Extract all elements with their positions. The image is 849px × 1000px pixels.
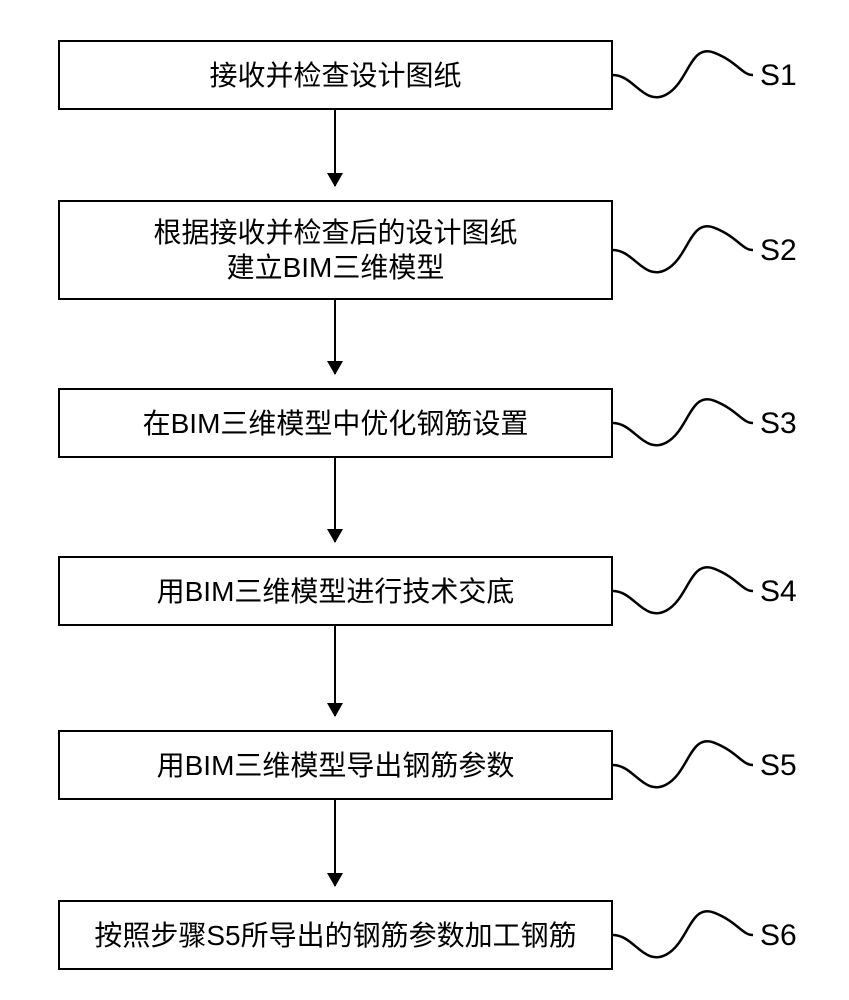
step-label-s2: S2 xyxy=(760,234,797,268)
step-text-s1: 接收并检查设计图纸 xyxy=(209,58,461,93)
flowchart-canvas: 接收并检查设计图纸 S1 根据接收并检查后的设计图纸 建立BIM三维模型 S2 在BIM… xyxy=(0,0,849,1000)
squiggle-s3 xyxy=(613,388,753,458)
step-box-s4: 用BIM三维模型进行技术交底 xyxy=(58,556,613,626)
step-box-s2: 根据接收并检查后的设计图纸 建立BIM三维模型 xyxy=(58,200,613,300)
step-label-s5: S5 xyxy=(760,749,797,783)
step-text-s2: 根据接收并检查后的设计图纸 建立BIM三维模型 xyxy=(153,215,517,285)
step-text-s5: 用BIM三维模型导出钢筋参数 xyxy=(157,748,515,783)
squiggle-s4 xyxy=(613,556,753,626)
step-text-s6: 按照步骤S5所导出的钢筋参数加工钢筋 xyxy=(94,918,576,953)
arrow-s4-s5 xyxy=(334,626,336,716)
step-label-s1: S1 xyxy=(760,59,797,93)
squiggle-s6 xyxy=(613,900,753,970)
step-box-s5: 用BIM三维模型导出钢筋参数 xyxy=(58,730,613,800)
step-label-s6: S6 xyxy=(760,919,797,953)
step-box-s6: 按照步骤S5所导出的钢筋参数加工钢筋 xyxy=(58,900,613,970)
squiggle-s1 xyxy=(613,40,753,110)
arrow-s2-s3 xyxy=(334,300,336,374)
step-label-s3: S3 xyxy=(760,407,797,441)
arrow-s3-s4 xyxy=(334,458,336,542)
squiggle-s2 xyxy=(613,215,753,285)
arrow-s1-s2 xyxy=(334,110,336,186)
arrow-s5-s6 xyxy=(334,800,336,886)
step-label-s4: S4 xyxy=(760,575,797,609)
step-box-s3: 在BIM三维模型中优化钢筋设置 xyxy=(58,388,613,458)
step-text-s4: 用BIM三维模型进行技术交底 xyxy=(157,574,515,609)
step-text-s3: 在BIM三维模型中优化钢筋设置 xyxy=(143,406,529,441)
squiggle-s5 xyxy=(613,730,753,800)
step-box-s1: 接收并检查设计图纸 xyxy=(58,40,613,110)
